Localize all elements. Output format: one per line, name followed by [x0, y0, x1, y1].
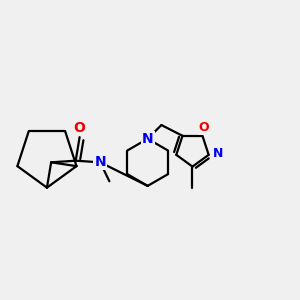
Text: N: N	[94, 155, 106, 169]
Text: O: O	[74, 121, 85, 135]
Text: N: N	[142, 132, 154, 146]
Text: O: O	[199, 121, 209, 134]
Text: N: N	[213, 147, 224, 160]
